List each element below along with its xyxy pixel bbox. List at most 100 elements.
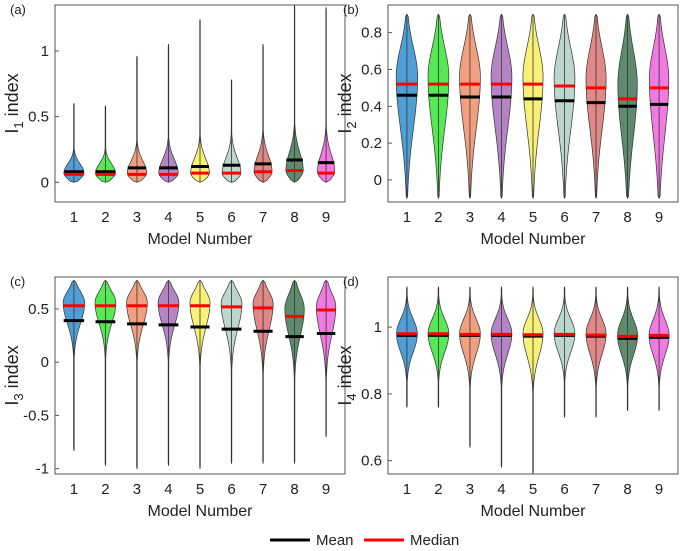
violin-1 bbox=[62, 279, 86, 451]
x-tick-label: 7 bbox=[592, 481, 600, 498]
legend-median-label: Median bbox=[410, 532, 459, 549]
violin-4 bbox=[157, 279, 180, 466]
violin-1 bbox=[63, 103, 85, 183]
violin-2 bbox=[94, 279, 117, 466]
x-tick-label: 2 bbox=[434, 481, 442, 498]
violin-6 bbox=[220, 279, 243, 464]
x-tick-label: 7 bbox=[259, 481, 267, 498]
x-tick-label: 8 bbox=[623, 481, 631, 498]
x-tick-label: 4 bbox=[497, 481, 505, 498]
y-tick-label: 0.5 bbox=[28, 301, 49, 318]
x-tick-label: 3 bbox=[133, 209, 141, 226]
x-tick-label: 4 bbox=[164, 209, 172, 226]
x-tick-label: 7 bbox=[259, 209, 267, 226]
x-tick-label: 5 bbox=[529, 481, 537, 498]
y-tick-label: 0.8 bbox=[361, 25, 382, 42]
y-axis-label: I3 index bbox=[2, 345, 26, 405]
violin-9 bbox=[649, 13, 670, 199]
y-tick-label: 0.2 bbox=[361, 135, 382, 152]
panel-1: 0 0.5 1 1 2 3 4 5 6 7 8 9 Model Number I1 index (a) bbox=[2, 2, 346, 248]
x-axis-label: Model Number bbox=[148, 503, 254, 520]
x-tick-label: 2 bbox=[101, 481, 109, 498]
panel-3: -1 -0.5 0 0.5 1 2 3 4 5 6 7 8 9 Model Number I3 index (… bbox=[2, 274, 346, 520]
y-tick-label: -1 bbox=[36, 461, 49, 478]
violin-7 bbox=[252, 279, 274, 464]
legend: Mean Median bbox=[270, 532, 459, 549]
y-tick-label: 0.8 bbox=[361, 386, 382, 403]
x-tick-label: 6 bbox=[560, 481, 568, 498]
y-tick-label: 0 bbox=[374, 172, 382, 189]
x-tick-label: 9 bbox=[655, 209, 663, 226]
violin-8 bbox=[617, 286, 638, 411]
x-axis-label: Model Number bbox=[148, 231, 254, 248]
x-tick-label: 8 bbox=[290, 209, 298, 226]
y-tick-label: 1 bbox=[41, 43, 49, 60]
x-tick-label: 7 bbox=[592, 209, 600, 226]
violin-3 bbox=[126, 55, 148, 183]
violin-9 bbox=[648, 286, 670, 411]
y-tick-label: -0.5 bbox=[23, 407, 49, 424]
x-tick-label: 2 bbox=[434, 209, 442, 226]
y-tick-label: 0 bbox=[41, 354, 49, 371]
x-axis-label: Model Number bbox=[481, 231, 587, 248]
violin-6 bbox=[221, 79, 242, 183]
violin-2 bbox=[95, 105, 116, 183]
violin-1 bbox=[395, 13, 419, 199]
panels: 0 0.5 1 1 2 3 4 5 6 7 8 9 Model Number I1 index (a) 0 0.… bbox=[2, 2, 679, 520]
violin-7 bbox=[253, 44, 273, 183]
x-tick-label: 3 bbox=[466, 209, 474, 226]
y-tick-label: 0.6 bbox=[361, 453, 382, 470]
violin-6 bbox=[553, 13, 576, 199]
x-tick-label: 1 bbox=[70, 209, 78, 226]
violin-1 bbox=[396, 286, 418, 408]
violin-3 bbox=[459, 286, 481, 448]
x-tick-label: 1 bbox=[403, 209, 411, 226]
x-tick-label: 5 bbox=[529, 209, 537, 226]
violin-5 bbox=[522, 13, 544, 199]
violin-2 bbox=[427, 13, 450, 199]
x-tick-label: 5 bbox=[196, 209, 204, 226]
violin-5 bbox=[189, 279, 211, 470]
violin-5 bbox=[522, 286, 544, 475]
x-tick-label: 9 bbox=[322, 481, 330, 498]
x-tick-label: 3 bbox=[133, 481, 141, 498]
legend-mean-label: Mean bbox=[316, 532, 354, 549]
violin-9 bbox=[316, 279, 337, 438]
violin-2 bbox=[427, 286, 450, 408]
violin-3 bbox=[126, 279, 148, 470]
y-tick-label: 0.5 bbox=[28, 109, 49, 126]
x-tick-label: 3 bbox=[466, 481, 474, 498]
y-axis-label: I2 index bbox=[335, 73, 359, 133]
x-axis-label: Model Number bbox=[481, 503, 587, 520]
x-tick-label: 6 bbox=[227, 481, 235, 498]
panel-label: (d) bbox=[343, 274, 359, 289]
x-tick-label: 8 bbox=[290, 481, 298, 498]
x-tick-label: 2 bbox=[101, 209, 109, 226]
x-tick-label: 6 bbox=[560, 209, 568, 226]
x-tick-label: 8 bbox=[623, 209, 631, 226]
panel-2: 0 0.2 0.4 0.6 0.8 1 2 3 4 5 6 7 8 9 Model Number I2 ind… bbox=[335, 2, 679, 248]
y-tick-label: 0.4 bbox=[361, 98, 382, 115]
y-tick-label: 0 bbox=[41, 174, 49, 191]
violin-4 bbox=[490, 13, 513, 199]
violin-3 bbox=[459, 13, 481, 199]
y-tick-label: 0.6 bbox=[361, 61, 382, 78]
y-axis-label: I4 index bbox=[335, 345, 359, 405]
violin-6 bbox=[553, 286, 576, 418]
violin-8 bbox=[617, 13, 638, 199]
x-tick-label: 1 bbox=[70, 481, 78, 498]
axes-frame bbox=[54, 4, 346, 203]
violin-8 bbox=[285, 4, 304, 183]
x-tick-label: 4 bbox=[497, 209, 505, 226]
x-tick-label: 6 bbox=[227, 209, 235, 226]
x-tick-label: 5 bbox=[196, 481, 204, 498]
x-tick-label: 9 bbox=[322, 209, 330, 226]
axes-frame bbox=[54, 276, 346, 475]
panel-label: (b) bbox=[343, 2, 359, 17]
panel-4: 0.6 0.8 1 1 2 3 4 5 6 7 8 9 Model Number I4 index (d) bbox=[335, 274, 679, 520]
y-tick-label: 1 bbox=[374, 319, 382, 336]
y-axis-label: I1 index bbox=[2, 73, 26, 133]
x-tick-label: 4 bbox=[164, 481, 172, 498]
violin-5 bbox=[190, 19, 210, 183]
